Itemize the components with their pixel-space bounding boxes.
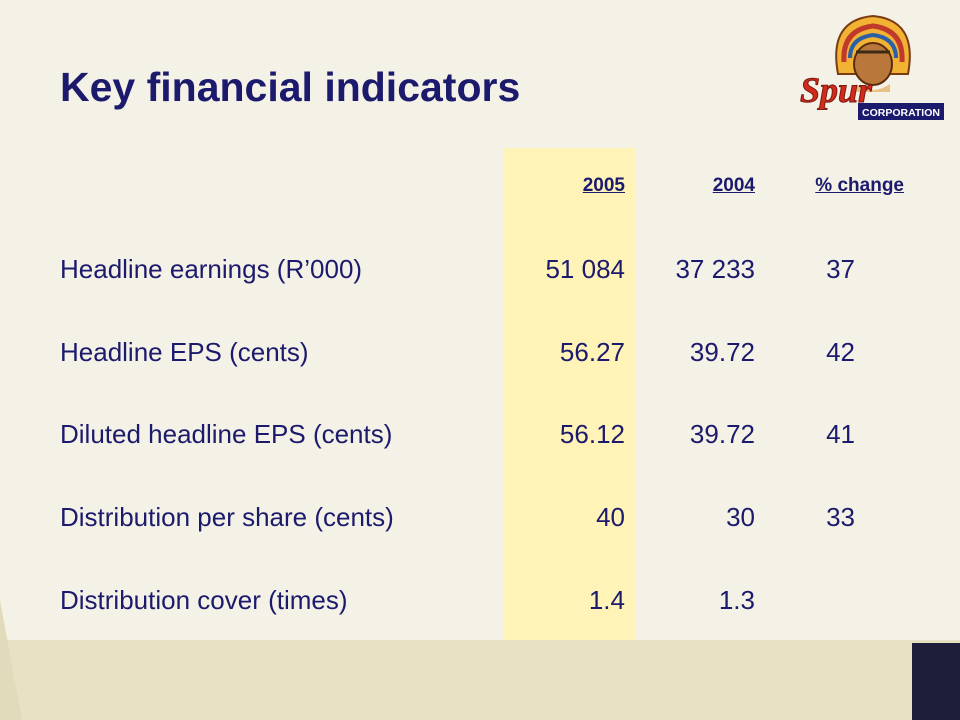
column-header-2004: 2004	[712, 175, 755, 196]
value-2004: 30	[726, 502, 755, 532]
table-row: Diluted headline EPS (cents) 56.12 39.72…	[0, 419, 960, 459]
row-label: Distribution per share (cents)	[60, 502, 394, 532]
highlight-column-2005	[503, 148, 635, 640]
table-row: Distribution per share (cents) 40 30 33	[0, 502, 960, 542]
slide-title: Key financial indicators	[60, 64, 521, 110]
value-2004: 39.72	[689, 337, 755, 367]
value-change: 33	[826, 502, 855, 532]
value-2005: 56.27	[559, 337, 625, 367]
chief-headdress-icon	[835, 14, 911, 92]
value-change: 37	[826, 254, 855, 284]
logo-caption-bar	[858, 103, 944, 120]
row-label: Headline EPS (cents)	[60, 337, 309, 367]
table-row: Distribution cover (times) 1.4 1.3	[0, 585, 960, 625]
value-2004: 37 233	[675, 254, 755, 284]
table-row: Headline earnings (R’000) 51 084 37 233 …	[0, 254, 960, 294]
svg-text:CORPORATION: CORPORATION	[862, 107, 940, 119]
value-2005: 56.12	[559, 419, 625, 449]
value-2005: 51 084	[545, 254, 625, 284]
column-header-change: % change	[815, 175, 904, 196]
value-2004: 39.72	[689, 419, 755, 449]
value-change: 41	[826, 419, 855, 449]
row-label: Distribution cover (times)	[60, 585, 348, 615]
footer-band	[0, 640, 960, 720]
corner-bar-decoration	[912, 643, 960, 720]
spur-corporation-logo: Spur CORPORATION	[800, 14, 944, 120]
column-header-2005: 2005	[582, 175, 625, 196]
value-2005: 1.4	[588, 585, 625, 615]
value-2005: 40	[596, 502, 625, 532]
row-label: Diluted headline EPS (cents)	[60, 419, 393, 449]
value-change: 42	[826, 337, 855, 367]
table-row: Headline EPS (cents) 56.27 39.72 42	[0, 337, 960, 377]
row-label: Headline earnings (R’000)	[60, 254, 363, 284]
value-2004: 1.3	[718, 585, 755, 615]
